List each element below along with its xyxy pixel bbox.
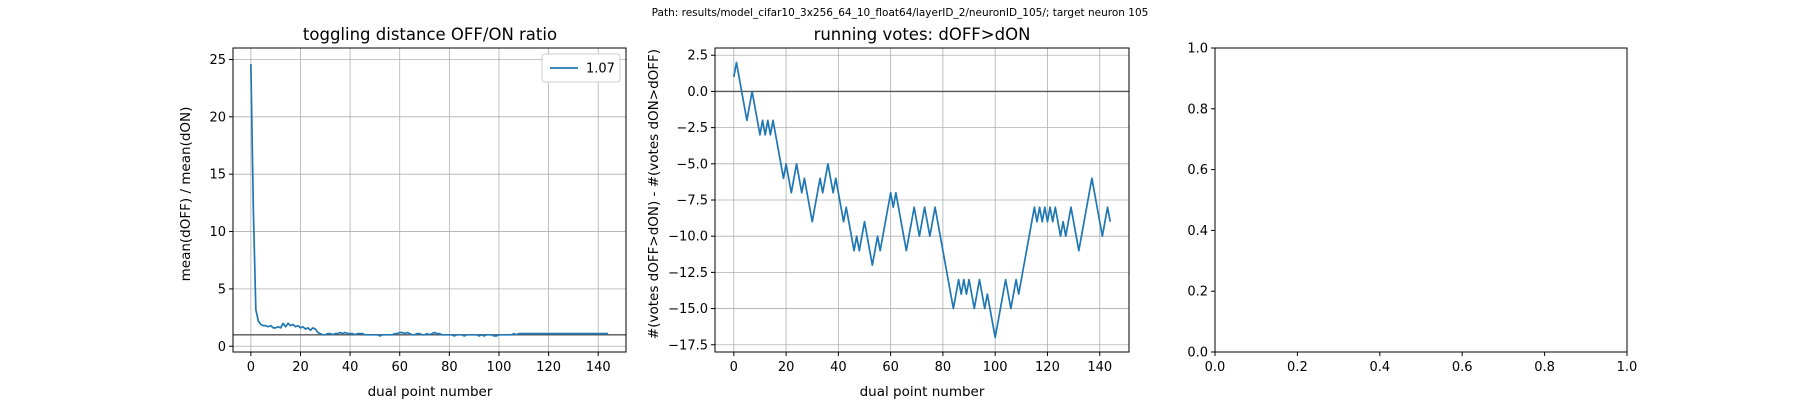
panel-votes-ytick-label: −7.5 xyxy=(676,194,708,209)
panel-votes-ytick-label: −15.0 xyxy=(668,302,708,317)
panel-ratio-series-line xyxy=(250,64,609,337)
panel-ratio: toggling distance OFF/ON ratio dual poin… xyxy=(178,25,627,400)
panel-empty-ytick-label: 1.0 xyxy=(1187,42,1208,57)
panel-ratio-ylabel: mean(dOFF) / mean(dON) xyxy=(178,107,194,282)
panel-votes-series-line xyxy=(732,61,1112,339)
panel-votes-xlabel: dual point number xyxy=(860,384,985,400)
panel-ratio-legend: 1.07 xyxy=(541,53,621,83)
panel-votes-xtick-label: 0 xyxy=(730,360,738,375)
panel-ratio-xlabel: dual point number xyxy=(368,384,493,400)
panel-ratio-ytick-label: 25 xyxy=(209,53,226,68)
panel-empty-axes-frame xyxy=(1214,47,1628,353)
panel-votes-xtick-label: 80 xyxy=(935,360,952,375)
panel-votes-ytick-label: 2.5 xyxy=(687,49,708,64)
panel-votes: running votes: dOFF>dON dual point numbe… xyxy=(646,25,1130,400)
panel-empty-xtick-label: 0.6 xyxy=(1452,360,1473,375)
legend-label: 1.07 xyxy=(586,62,615,77)
panel-empty-xtick-label: 0.8 xyxy=(1534,360,1555,375)
panel-votes-xtick-label: 60 xyxy=(882,360,899,375)
panel-votes-xtick-label: 120 xyxy=(1035,360,1060,375)
panel-votes-xtick-label: 100 xyxy=(983,360,1008,375)
panel-ratio-ytick-label: 10 xyxy=(209,225,226,240)
panel-ratio-xtick-label: 80 xyxy=(441,360,458,375)
panel-empty: 0.0 0.2 0.4 0.6 0.8 1.0 0.0 0.2 0.4 0.6 0.8 1.0 xyxy=(1187,42,1637,376)
panel-ratio-xtick-label: 100 xyxy=(487,360,512,375)
panel-votes-xtick-label: 40 xyxy=(830,360,847,375)
panel-votes-ytick-label: −10.0 xyxy=(668,230,708,245)
panel-votes-title: running votes: dOFF>dON xyxy=(814,25,1031,44)
panel-ratio-ytick-label: 15 xyxy=(209,168,226,183)
panel-ratio-xtick-label: 60 xyxy=(391,360,408,375)
panel-ratio-xtick-label: 20 xyxy=(292,360,309,375)
panel-ratio-xtick-label: 140 xyxy=(586,360,611,375)
panel-votes-xtick-label: 20 xyxy=(778,360,795,375)
panel-empty-xtick-label: 0.0 xyxy=(1205,360,1226,375)
panel-ratio-xtick-label: 40 xyxy=(342,360,359,375)
panel-ratio-xtick-label: 120 xyxy=(536,360,561,375)
panel-ratio-xtick-label: 0 xyxy=(247,360,255,375)
panel-empty-ytick-label: 0.8 xyxy=(1187,102,1208,117)
panel-ratio-ytick-label: 20 xyxy=(209,110,226,125)
panel-ratio-title: toggling distance OFF/ON ratio xyxy=(303,25,557,44)
legend-box xyxy=(541,53,621,83)
panel-ratio-axes-frame xyxy=(232,47,627,353)
panel-ratio-ytick-label: 0 xyxy=(218,340,226,355)
panel-empty-ytick-label: 0.0 xyxy=(1187,346,1208,361)
panel-empty-xtick-label: 1.0 xyxy=(1617,360,1638,375)
panel-votes-ylabel: #(votes dOFF>dON) - #(votes dON>dOFF) xyxy=(646,49,662,339)
panel-ratio-ytick-label: 5 xyxy=(218,282,226,297)
panel-empty-ytick-label: 0.4 xyxy=(1187,224,1208,239)
figure-suptitle: Path: results/model_cifar10_3x256_64_10_… xyxy=(652,7,1149,19)
panel-empty-ytick-label: 0.6 xyxy=(1187,163,1208,178)
panel-votes-xtick-label: 140 xyxy=(1087,360,1112,375)
panel-votes-ytick-label: −12.5 xyxy=(668,266,708,281)
panel-votes-ytick-label: 0.0 xyxy=(687,85,708,100)
panel-votes-ytick-label: −5.0 xyxy=(676,157,708,172)
panel-votes-ytick-label: −17.5 xyxy=(668,338,708,353)
panel-votes-ytick-label: −2.5 xyxy=(676,121,708,136)
panel-empty-ytick-label: 0.2 xyxy=(1187,285,1208,300)
panel-empty-xtick-label: 0.2 xyxy=(1287,360,1308,375)
panel-empty-xtick-label: 0.4 xyxy=(1369,360,1390,375)
